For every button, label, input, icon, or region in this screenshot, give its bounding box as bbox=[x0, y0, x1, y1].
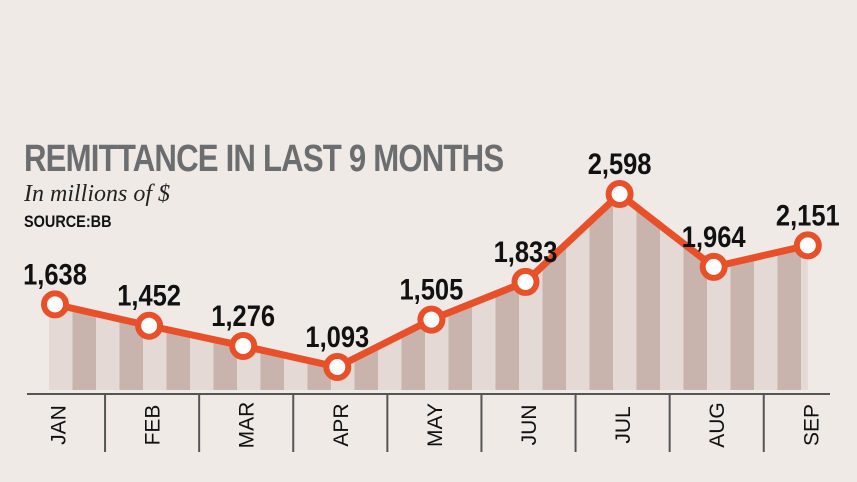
area-stripe bbox=[707, 261, 731, 390]
area-stripe bbox=[378, 334, 402, 390]
area-stripe bbox=[448, 303, 472, 390]
chart-title: REMITTANCE IN LAST 9 MONTHS bbox=[24, 138, 504, 180]
chart-subtitle: In millions of $ bbox=[24, 181, 171, 207]
data-label-jul: 2,598 bbox=[588, 147, 652, 180]
area-stripe bbox=[143, 324, 167, 390]
data-point-may bbox=[417, 305, 446, 334]
area-stripe bbox=[636, 207, 660, 390]
data-point-apr bbox=[323, 353, 352, 381]
tick-label-aug: AUG bbox=[706, 402, 729, 448]
data-point-mar bbox=[229, 331, 258, 360]
area-stripe bbox=[777, 246, 801, 390]
data-label-may: 1,505 bbox=[400, 273, 464, 306]
data-label-sep: 2,151 bbox=[776, 198, 840, 231]
data-points bbox=[41, 180, 822, 381]
data-label-jan: 1,638 bbox=[23, 257, 87, 290]
area-stripe bbox=[660, 225, 684, 390]
area-stripe bbox=[401, 322, 425, 390]
area-stripe bbox=[284, 355, 308, 390]
area-stripe bbox=[519, 266, 543, 390]
tick-label-jun: JUN bbox=[518, 405, 541, 446]
area-stripe bbox=[730, 257, 754, 390]
tick-label-feb: FEB bbox=[142, 405, 165, 446]
area-stripe bbox=[495, 284, 519, 390]
data-label-feb: 1,452 bbox=[117, 279, 181, 312]
area-stripe bbox=[566, 222, 590, 390]
data-point-feb bbox=[135, 311, 164, 340]
data-point-jan bbox=[41, 290, 69, 319]
tick-label-mar: MAR bbox=[236, 402, 259, 449]
tick-label-jan: JAN bbox=[48, 405, 71, 445]
area-stripe bbox=[49, 304, 73, 390]
area-stripe bbox=[72, 308, 96, 390]
data-point-sep bbox=[793, 231, 822, 260]
area-stripe bbox=[613, 200, 637, 390]
x-axis bbox=[27, 393, 830, 452]
data-label-aug: 1,964 bbox=[682, 220, 746, 253]
area-stripe bbox=[119, 319, 143, 390]
tick-label-may: MAY bbox=[424, 403, 447, 447]
data-label-jun: 1,833 bbox=[494, 235, 558, 268]
data-point-jul bbox=[605, 180, 634, 208]
area-stripe bbox=[801, 245, 808, 390]
area-stripe bbox=[190, 334, 214, 390]
tick-label-apr: APR bbox=[330, 403, 353, 446]
data-point-aug bbox=[699, 252, 728, 281]
area-stripe bbox=[166, 329, 190, 390]
data-label-apr: 1,093 bbox=[305, 320, 369, 353]
area-stripe bbox=[754, 252, 778, 390]
tick-label-jul: JUL bbox=[612, 406, 635, 443]
area-stripe bbox=[260, 349, 284, 390]
data-labels: 1,638 1,452 1,276 1,093 1,505 1,833 2,598 1,964… bbox=[23, 147, 840, 353]
area-stripe bbox=[589, 200, 613, 390]
area-stripe bbox=[96, 313, 120, 390]
data-label-mar: 1,276 bbox=[211, 299, 275, 332]
area-stripe bbox=[472, 293, 496, 390]
area-stripe bbox=[683, 243, 707, 390]
chart-source: SOURCE:BB bbox=[24, 212, 112, 231]
data-point-jun bbox=[511, 267, 540, 296]
x-tick-labels: JAN FEB MAR APR MAY JUN JUL AUG SEP bbox=[48, 402, 824, 449]
tick-label-sep: SEP bbox=[800, 404, 823, 446]
area-stripe bbox=[542, 244, 566, 390]
